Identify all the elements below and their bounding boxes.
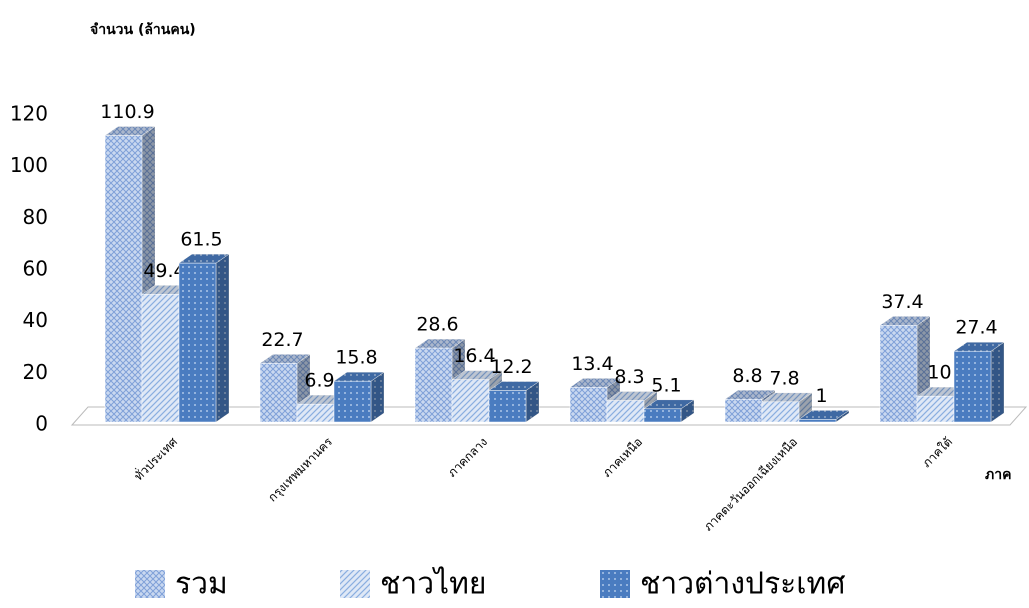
bar-top-shade (452, 370, 502, 380)
bar (141, 294, 180, 423)
bar (798, 419, 837, 423)
bar (569, 387, 608, 423)
bar (296, 403, 335, 423)
bar (916, 395, 955, 423)
bar (104, 135, 143, 423)
y-tick-label: 60 (23, 257, 48, 281)
x-tick-label: ภาคเหนือ (600, 435, 645, 480)
bar (953, 350, 992, 423)
bar-top-shade (880, 316, 930, 326)
bar (414, 347, 453, 423)
bar-top-shade (607, 391, 657, 401)
legend-label: ชาวไทย (380, 566, 487, 602)
x-tick-label: ภาคกลาง (445, 435, 490, 480)
data-label: 61.5 (180, 229, 222, 251)
bar (606, 400, 645, 423)
bar (178, 262, 217, 423)
bar (643, 408, 682, 423)
data-label: 27.4 (955, 317, 997, 339)
bar-side-shade (836, 410, 849, 422)
x-tick-label: กรุงเทพมหานคร (265, 434, 336, 505)
y-tick-label: 0 (35, 412, 48, 436)
bar-top-shade (644, 399, 694, 409)
data-label: 10 (927, 362, 951, 384)
y-tick-label: 120 (10, 102, 48, 126)
y-tick-label: 20 (23, 360, 48, 384)
floor (70, 406, 1028, 426)
bar-top-shade (489, 381, 539, 391)
bar-top-shade (415, 339, 465, 349)
bar (761, 401, 800, 423)
bar (488, 390, 527, 423)
bar-side-shade (371, 372, 384, 422)
bar-side-shade (526, 381, 539, 422)
bar (724, 399, 763, 423)
legend-swatch (340, 570, 370, 598)
bar-side-shade (216, 254, 229, 422)
data-label: 37.4 (881, 291, 923, 313)
bar (333, 380, 372, 423)
x-tick-label: ทั่วประเทศ (130, 433, 180, 483)
legend-label: รวม (175, 567, 228, 602)
bar (451, 379, 490, 423)
bar (259, 363, 298, 423)
data-label: 1 (815, 385, 827, 407)
data-label: 49.4 (143, 260, 185, 282)
bar-top-shade (799, 410, 849, 420)
data-label: 5.1 (651, 374, 681, 396)
data-label: 110.9 (100, 101, 154, 123)
data-label: 6.9 (304, 370, 334, 392)
bar-top-shade (260, 354, 310, 364)
x-tick-label: ภาคตะวันออกเฉียงเหนือ (701, 435, 800, 534)
bar-top-shade (105, 126, 155, 136)
data-label: 22.7 (261, 329, 303, 351)
bar-top-shade (334, 372, 384, 382)
data-label: 8.8 (732, 365, 762, 387)
bar-top-shade (570, 378, 620, 388)
data-label: 8.3 (614, 366, 644, 388)
legend-label: ชาวต่างประเทศ (640, 567, 845, 602)
bar-side-shade (991, 342, 1004, 422)
data-label: 16.4 (453, 345, 495, 367)
data-label: 15.8 (335, 347, 377, 369)
y-tick-label: 100 (10, 153, 48, 177)
y-tick-label: 40 (23, 308, 48, 332)
bar-top-shade (954, 342, 1004, 352)
x-tick-label: ภาคใต้ (920, 435, 956, 471)
bar-top-shade (179, 254, 229, 264)
legend-swatch (135, 570, 165, 598)
data-label: 13.4 (571, 353, 613, 375)
x-axis-label: ภาค (985, 467, 1011, 483)
data-label: 7.8 (769, 367, 799, 389)
data-label: 12.2 (490, 356, 532, 378)
legend-swatch (600, 570, 630, 598)
bar-top-shade (725, 390, 775, 400)
data-label: 28.6 (416, 314, 458, 336)
bar-side-shade (681, 399, 694, 422)
bar (879, 325, 918, 423)
bar-top-shade (762, 392, 812, 402)
y-axis-label: จำนวน (ล้านคน) (90, 22, 196, 38)
y-tick-label: 80 (23, 205, 48, 229)
